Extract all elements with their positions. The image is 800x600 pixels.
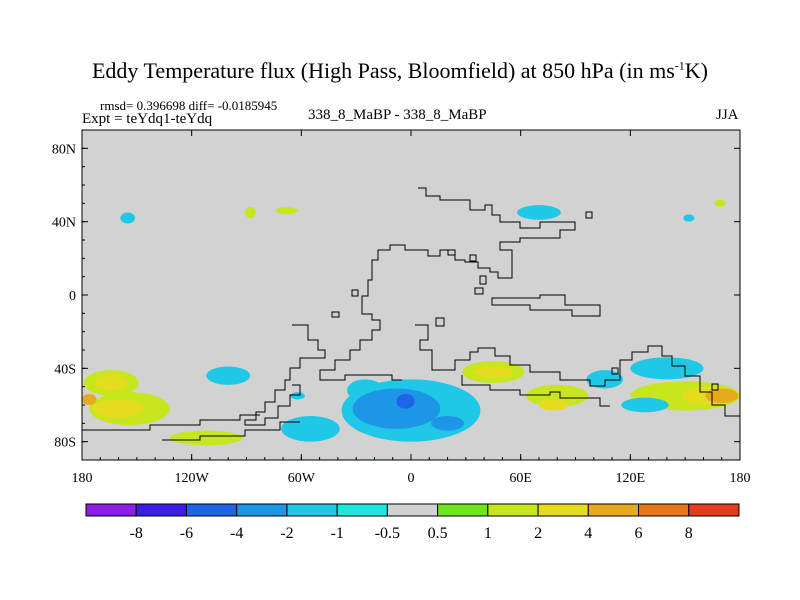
anomaly-contour: [526, 384, 589, 407]
x-tick-label: 120W: [175, 471, 210, 486]
x-tick-label: 180: [72, 471, 93, 486]
x-tick-label: 180: [730, 471, 751, 486]
stats-label: rmsd= 0.396698 diff= -0.0185945: [100, 98, 278, 113]
colorbar-label: -4: [230, 525, 243, 542]
anomaly-contour: [352, 388, 441, 429]
colorbar-swatch: [236, 503, 288, 517]
y-tick-label: 40S: [54, 362, 76, 377]
colorbar-label: -6: [180, 525, 193, 542]
colorbar-label: -8: [130, 525, 143, 542]
anomaly-contour: [705, 388, 739, 404]
anomaly-contour: [621, 397, 669, 413]
colorbar-label: 4: [584, 525, 592, 542]
colorbar-swatch: [437, 503, 489, 517]
x-tick-label: 60W: [288, 471, 316, 486]
y-tick-label: 0: [69, 289, 76, 304]
colorbar-swatch: [487, 503, 539, 517]
colorbar-swatch: [638, 503, 690, 517]
y-tick-label: 40N: [52, 216, 76, 231]
x-tick-label: 0: [408, 471, 415, 486]
x-tick-label: 120E: [616, 471, 646, 486]
anomaly-contour: [396, 394, 415, 409]
anomaly-contour: [586, 370, 624, 389]
colorbar-swatch: [286, 503, 338, 517]
anomaly-contour: [517, 205, 561, 220]
anomaly-contour: [169, 430, 243, 446]
case-label: 338_8_MaBP - 338_8_MaBP: [308, 107, 487, 123]
x-tick-label: 60E: [509, 471, 532, 486]
anomaly-contour: [714, 199, 726, 207]
season-label: JJA: [716, 107, 739, 123]
anomaly-contour: [94, 375, 128, 391]
chart-title: Eddy Temperature flux (High Pass, Bloomf…: [91, 58, 708, 83]
colorbar-label: -1: [330, 525, 343, 542]
y-tick-label: 80N: [52, 142, 76, 157]
anomaly-contour: [473, 366, 514, 378]
anomaly-contour: [206, 366, 251, 385]
colorbar-swatch: [688, 503, 740, 517]
colorbar-label: 6: [635, 525, 643, 542]
anomaly-contour: [82, 394, 97, 405]
colorbar-label: 0.5: [428, 525, 448, 542]
anomaly-contour: [92, 399, 145, 418]
anomaly-contour: [244, 207, 256, 218]
colorbar-swatch: [336, 503, 388, 517]
colorbar-swatch: [537, 503, 589, 517]
colorbar-swatch: [85, 503, 137, 517]
colorbar-label: 1: [484, 525, 492, 542]
colorbar-label: -0.5: [375, 525, 400, 542]
coastline: [82, 187, 740, 441]
anomaly-contour: [538, 399, 569, 411]
anomaly-contour: [120, 212, 136, 224]
colorbar-swatch: [185, 503, 238, 517]
colorbar-swatch: [386, 503, 439, 517]
experiment-label: Expt = teYdq1-teYdq: [82, 111, 213, 127]
colorbar-swatch: [587, 503, 640, 517]
y-tick-label: 80S: [54, 436, 76, 451]
anomaly-contour: [290, 392, 305, 400]
anomaly-contour: [431, 416, 465, 431]
colorbar-label: 8: [685, 525, 693, 542]
anomaly-contour: [281, 416, 340, 442]
colorbar-label: 2: [534, 525, 542, 542]
anomaly-contour: [683, 214, 695, 222]
anomaly-contour: [275, 207, 298, 215]
colorbar-swatch: [135, 503, 187, 517]
colorbar-label: -2: [280, 525, 293, 542]
